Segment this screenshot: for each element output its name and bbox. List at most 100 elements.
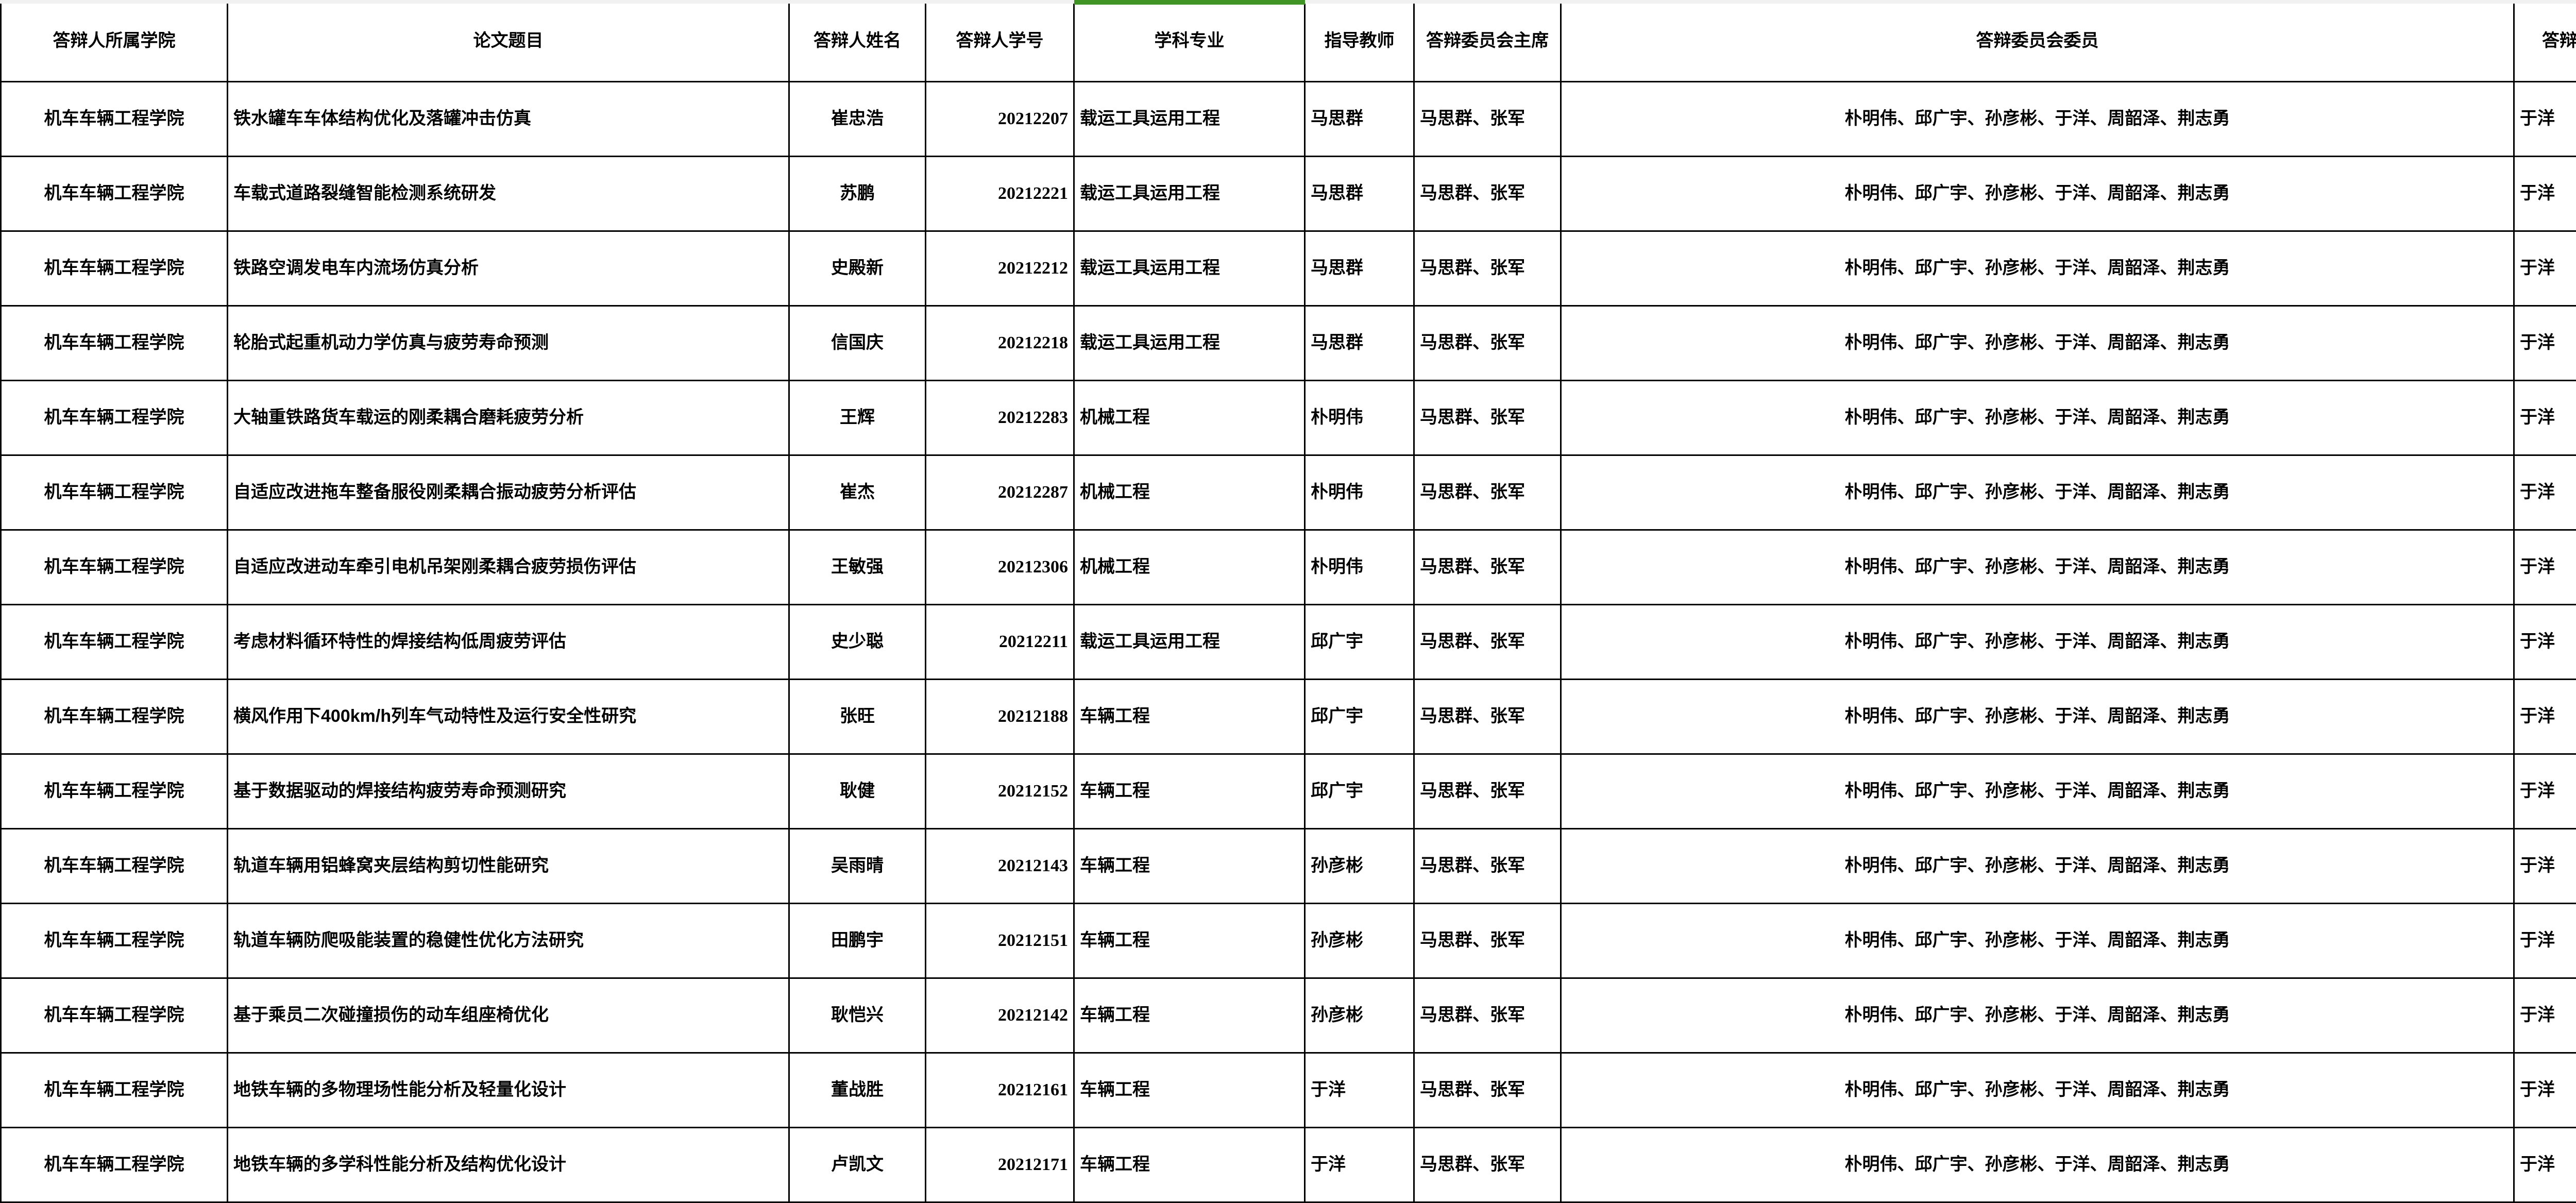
cell-name[interactable]: 史少聪	[789, 605, 926, 680]
cell-name[interactable]: 王辉	[789, 381, 926, 455]
cell-name[interactable]: 崔杰	[789, 455, 926, 530]
cell-chair[interactable]: 马思群、张军	[1414, 680, 1561, 754]
cell-chair[interactable]: 马思群、张军	[1414, 904, 1561, 978]
cell-name[interactable]: 耿恺兴	[789, 978, 926, 1053]
cell-members[interactable]: 朴明伟、邱广宇、孙彦彬、于洋、周韶泽、荆志勇	[1561, 157, 2514, 231]
cell-chair[interactable]: 马思群、张军	[1414, 157, 1561, 231]
cell-major[interactable]: 车辆工程	[1074, 1053, 1305, 1128]
cell-secretary[interactable]: 于洋	[2514, 381, 2576, 455]
cell-college[interactable]: 机车车辆工程学院	[1, 680, 228, 754]
column-header-major[interactable]: 学科专业	[1074, 1, 1305, 82]
column-header-secretary[interactable]: 答辩秘书	[2514, 1, 2576, 82]
cell-title[interactable]: 铁水罐车车体结构优化及落罐冲击仿真	[228, 82, 789, 157]
cell-members[interactable]: 朴明伟、邱广宇、孙彦彬、于洋、周韶泽、荆志勇	[1561, 978, 2514, 1053]
cell-chair[interactable]: 马思群、张军	[1414, 82, 1561, 157]
cell-name[interactable]: 董战胜	[789, 1053, 926, 1128]
cell-secretary[interactable]: 于洋	[2514, 904, 2576, 978]
cell-student-id[interactable]: 20212151	[926, 904, 1074, 978]
cell-college[interactable]: 机车车辆工程学院	[1, 978, 228, 1053]
cell-name[interactable]: 王敏强	[789, 530, 926, 605]
cell-chair[interactable]: 马思群、张军	[1414, 306, 1561, 381]
column-header-college[interactable]: 答辩人所属学院	[1, 1, 228, 82]
cell-members[interactable]: 朴明伟、邱广宇、孙彦彬、于洋、周韶泽、荆志勇	[1561, 82, 2514, 157]
cell-chair[interactable]: 马思群、张军	[1414, 754, 1561, 829]
cell-college[interactable]: 机车车辆工程学院	[1, 1053, 228, 1128]
cell-secretary[interactable]: 于洋	[2514, 157, 2576, 231]
cell-college[interactable]: 机车车辆工程学院	[1, 605, 228, 680]
cell-chair[interactable]: 马思群、张军	[1414, 1128, 1561, 1202]
column-header-title[interactable]: 论文题目	[228, 1, 789, 82]
cell-student-id[interactable]: 20212143	[926, 829, 1074, 904]
cell-name[interactable]: 史殿新	[789, 231, 926, 306]
cell-title[interactable]: 地铁车辆的多物理场性能分析及轻量化设计	[228, 1053, 789, 1128]
cell-college[interactable]: 机车车辆工程学院	[1, 754, 228, 829]
column-header-name[interactable]: 答辩人姓名	[789, 1, 926, 82]
cell-secretary[interactable]: 于洋	[2514, 978, 2576, 1053]
cell-student-id[interactable]: 20212152	[926, 754, 1074, 829]
cell-college[interactable]: 机车车辆工程学院	[1, 829, 228, 904]
cell-college[interactable]: 机车车辆工程学院	[1, 82, 228, 157]
cell-title[interactable]: 自适应改进动车牵引电机吊架刚柔耦合疲劳损伤评估	[228, 530, 789, 605]
cell-chair[interactable]: 马思群、张军	[1414, 381, 1561, 455]
cell-advisor[interactable]: 邱广宇	[1305, 605, 1414, 680]
cell-title[interactable]: 基于数据驱动的焊接结构疲劳寿命预测研究	[228, 754, 789, 829]
cell-secretary[interactable]: 于洋	[2514, 82, 2576, 157]
cell-major[interactable]: 车辆工程	[1074, 680, 1305, 754]
cell-members[interactable]: 朴明伟、邱广宇、孙彦彬、于洋、周韶泽、荆志勇	[1561, 680, 2514, 754]
cell-major[interactable]: 载运工具运用工程	[1074, 157, 1305, 231]
cell-major[interactable]: 机械工程	[1074, 530, 1305, 605]
cell-chair[interactable]: 马思群、张军	[1414, 978, 1561, 1053]
cell-title[interactable]: 大轴重铁路货车载运的刚柔耦合磨耗疲劳分析	[228, 381, 789, 455]
cell-college[interactable]: 机车车辆工程学院	[1, 904, 228, 978]
cell-title[interactable]: 轨道车辆用铝蜂窝夹层结构剪切性能研究	[228, 829, 789, 904]
cell-college[interactable]: 机车车辆工程学院	[1, 231, 228, 306]
cell-members[interactable]: 朴明伟、邱广宇、孙彦彬、于洋、周韶泽、荆志勇	[1561, 455, 2514, 530]
cell-members[interactable]: 朴明伟、邱广宇、孙彦彬、于洋、周韶泽、荆志勇	[1561, 904, 2514, 978]
cell-major[interactable]: 载运工具运用工程	[1074, 306, 1305, 381]
cell-name[interactable]: 卢凯文	[789, 1128, 926, 1202]
cell-title[interactable]: 横风作用下400km/h列车气动特性及运行安全性研究	[228, 680, 789, 754]
cell-title[interactable]: 车载式道路裂缝智能检测系统研发	[228, 157, 789, 231]
cell-name[interactable]: 苏鹏	[789, 157, 926, 231]
cell-major[interactable]: 载运工具运用工程	[1074, 605, 1305, 680]
cell-chair[interactable]: 马思群、张军	[1414, 1053, 1561, 1128]
cell-members[interactable]: 朴明伟、邱广宇、孙彦彬、于洋、周韶泽、荆志勇	[1561, 381, 2514, 455]
cell-student-id[interactable]: 20212283	[926, 381, 1074, 455]
cell-advisor[interactable]: 马思群	[1305, 82, 1414, 157]
cell-major[interactable]: 车辆工程	[1074, 978, 1305, 1053]
cell-advisor[interactable]: 朴明伟	[1305, 530, 1414, 605]
cell-college[interactable]: 机车车辆工程学院	[1, 381, 228, 455]
cell-advisor[interactable]: 邱广宇	[1305, 680, 1414, 754]
cell-secretary[interactable]: 于洋	[2514, 754, 2576, 829]
cell-major[interactable]: 机械工程	[1074, 381, 1305, 455]
cell-name[interactable]: 信国庆	[789, 306, 926, 381]
cell-secretary[interactable]: 于洋	[2514, 455, 2576, 530]
cell-name[interactable]: 张旺	[789, 680, 926, 754]
cell-secretary[interactable]: 于洋	[2514, 605, 2576, 680]
cell-student-id[interactable]: 20212218	[926, 306, 1074, 381]
cell-secretary[interactable]: 于洋	[2514, 1053, 2576, 1128]
cell-advisor[interactable]: 邱广宇	[1305, 754, 1414, 829]
cell-chair[interactable]: 马思群、张军	[1414, 455, 1561, 530]
cell-student-id[interactable]: 20212306	[926, 530, 1074, 605]
cell-members[interactable]: 朴明伟、邱广宇、孙彦彬、于洋、周韶泽、荆志勇	[1561, 530, 2514, 605]
cell-advisor[interactable]: 孙彦彬	[1305, 829, 1414, 904]
cell-student-id[interactable]: 20212161	[926, 1053, 1074, 1128]
cell-college[interactable]: 机车车辆工程学院	[1, 455, 228, 530]
cell-student-id[interactable]: 20212287	[926, 455, 1074, 530]
cell-major[interactable]: 车辆工程	[1074, 904, 1305, 978]
cell-student-id[interactable]: 20212207	[926, 82, 1074, 157]
cell-advisor[interactable]: 马思群	[1305, 231, 1414, 306]
cell-student-id[interactable]: 20212221	[926, 157, 1074, 231]
cell-college[interactable]: 机车车辆工程学院	[1, 530, 228, 605]
cell-college[interactable]: 机车车辆工程学院	[1, 1128, 228, 1202]
